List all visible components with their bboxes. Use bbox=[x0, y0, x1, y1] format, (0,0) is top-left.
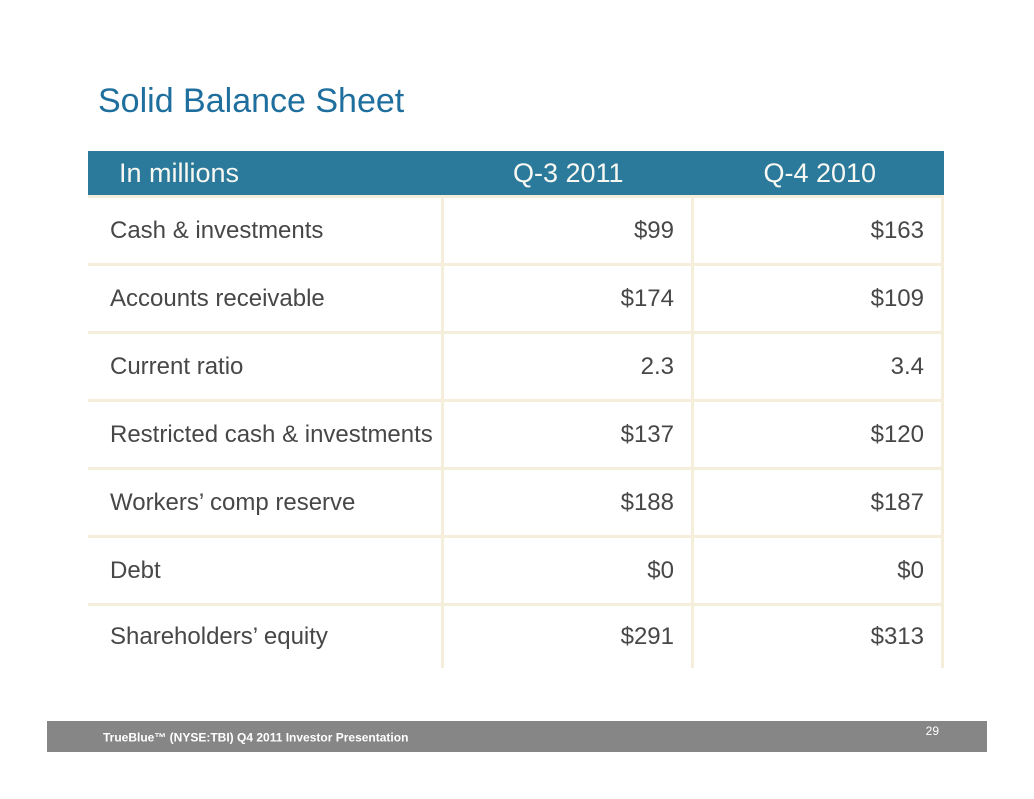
row-value-q3: $99 bbox=[444, 198, 691, 263]
column-header-q3-2011: Q-3 2011 bbox=[512, 157, 624, 188]
row-value-q3: $137 bbox=[444, 402, 691, 467]
column-header-q4-2010: Q-4 2010 bbox=[763, 157, 877, 188]
row-label: Workers’ comp reserve bbox=[88, 470, 441, 535]
footer-text: TrueBlue™ (NYSE:TBI) Q4 2011 Investor Pr… bbox=[103, 730, 409, 745]
row-value-q4: $109 bbox=[694, 266, 941, 331]
row-value-q4: $313 bbox=[694, 606, 941, 668]
slide-title: Solid Balance Sheet bbox=[98, 82, 405, 120]
row-label: Cash & investments bbox=[88, 198, 441, 263]
row-label: Current ratio bbox=[88, 334, 441, 399]
column-header-in-millions: In millions bbox=[119, 157, 240, 188]
table-row: Debt $0 $0 bbox=[88, 538, 941, 603]
page-number: 29 bbox=[925, 724, 939, 738]
row-value-q4: $120 bbox=[694, 402, 941, 467]
row-value-q3: $174 bbox=[444, 266, 691, 331]
row-value-q4: $163 bbox=[694, 198, 941, 263]
row-value-q4: $187 bbox=[694, 470, 941, 535]
balance-sheet-table: In millions Q-3 2011 Q-4 2010 Cash & inv… bbox=[88, 151, 944, 668]
table-row: Restricted cash & investments $137 $120 bbox=[88, 402, 941, 467]
table-row: Cash & investments $99 $163 bbox=[88, 198, 941, 263]
row-label: Accounts receivable bbox=[88, 266, 441, 331]
table-row: Accounts receivable $174 $109 bbox=[88, 266, 941, 331]
row-value-q4: $0 bbox=[694, 538, 941, 603]
row-label: Debt bbox=[88, 538, 441, 603]
row-value-q4: 3.4 bbox=[694, 334, 941, 399]
table-row: Current ratio 2.3 3.4 bbox=[88, 334, 941, 399]
row-value-q3: 2.3 bbox=[444, 334, 691, 399]
row-label: Restricted cash & investments bbox=[88, 402, 441, 467]
footer-bar: TrueBlue™ (NYSE:TBI) Q4 2011 Investor Pr… bbox=[47, 721, 987, 752]
row-value-q3: $0 bbox=[444, 538, 691, 603]
table-row: Workers’ comp reserve $188 $187 bbox=[88, 470, 941, 535]
row-value-q3: $291 bbox=[444, 606, 691, 668]
row-value-q3: $188 bbox=[444, 470, 691, 535]
row-label: Shareholders’ equity bbox=[88, 606, 441, 668]
table-header-row: In millions Q-3 2011 Q-4 2010 bbox=[88, 151, 944, 195]
table-row: Shareholders’ equity $291 $313 bbox=[88, 606, 941, 668]
